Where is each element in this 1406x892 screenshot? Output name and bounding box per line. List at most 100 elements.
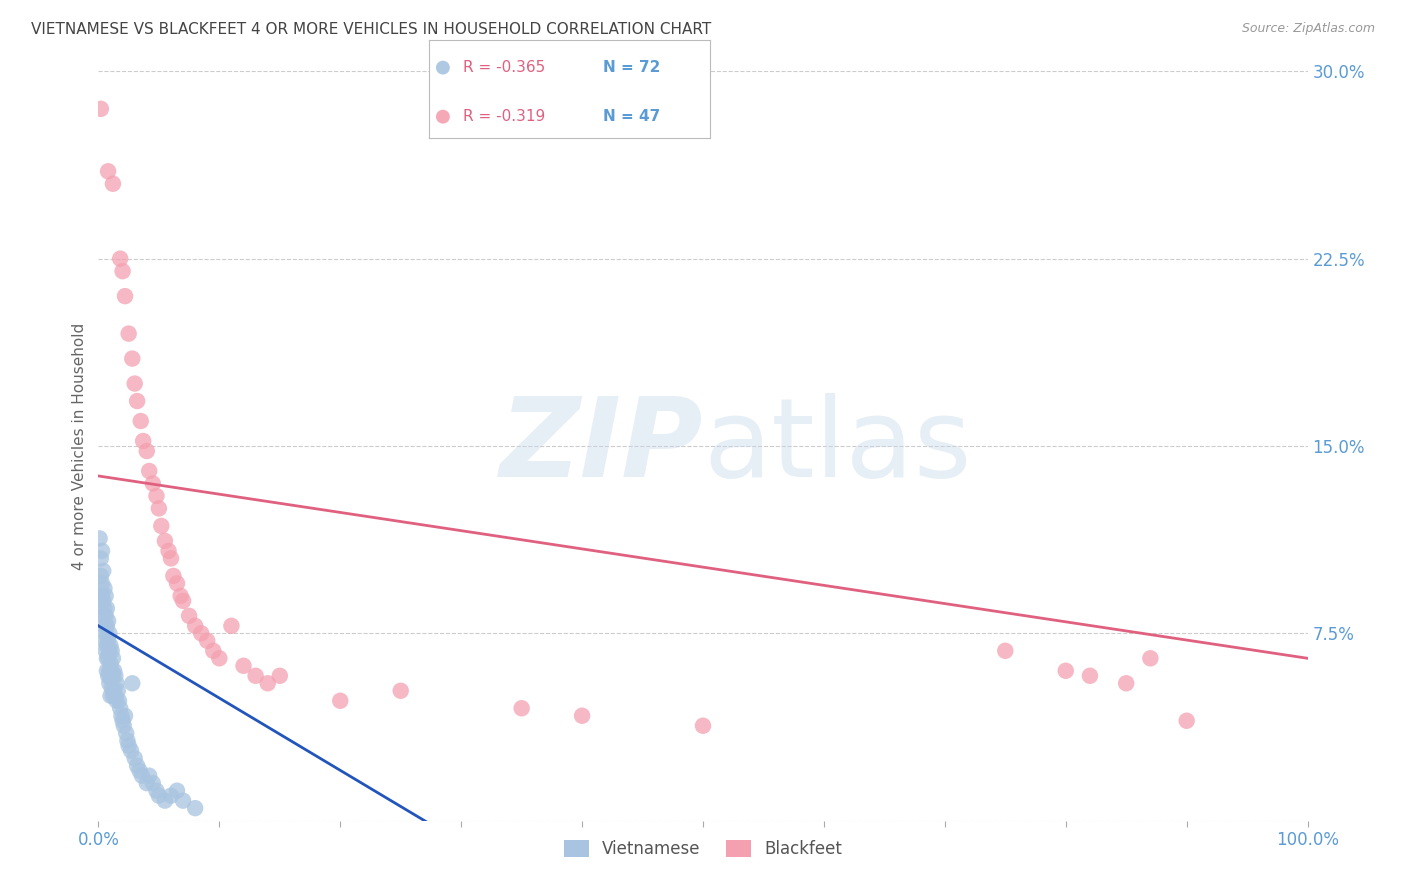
Point xyxy=(510,701,533,715)
Point xyxy=(142,776,165,790)
Point xyxy=(1115,676,1137,690)
Point xyxy=(94,608,117,623)
Point xyxy=(91,608,114,623)
Point xyxy=(94,589,117,603)
Point xyxy=(145,489,167,503)
Point xyxy=(190,626,212,640)
Point xyxy=(160,789,183,803)
Point xyxy=(169,589,191,603)
Text: R = -0.365: R = -0.365 xyxy=(463,60,544,75)
Point xyxy=(93,582,115,596)
Text: N = 72: N = 72 xyxy=(603,60,661,75)
Point xyxy=(107,683,129,698)
Point xyxy=(208,651,231,665)
Point xyxy=(100,671,122,685)
Point xyxy=(115,726,138,740)
Point xyxy=(100,681,122,696)
Point xyxy=(128,764,150,778)
Point xyxy=(100,689,122,703)
Point xyxy=(91,594,114,608)
Point xyxy=(108,694,131,708)
Point xyxy=(166,576,188,591)
Point xyxy=(127,394,149,409)
Point xyxy=(112,719,135,733)
Point xyxy=(94,644,117,658)
Point xyxy=(94,626,117,640)
Point xyxy=(157,544,180,558)
Point xyxy=(994,644,1017,658)
Point xyxy=(256,676,278,690)
Point xyxy=(97,651,120,665)
Point xyxy=(93,633,115,648)
Point xyxy=(221,619,243,633)
Point xyxy=(132,434,155,448)
Point xyxy=(172,594,194,608)
Point xyxy=(97,633,120,648)
Point xyxy=(389,683,412,698)
Point xyxy=(269,669,291,683)
Point xyxy=(153,533,176,548)
Point xyxy=(131,769,153,783)
Point xyxy=(114,289,136,303)
Text: N = 47: N = 47 xyxy=(603,109,661,124)
Point xyxy=(145,783,167,797)
Point xyxy=(93,601,115,615)
Point xyxy=(101,177,124,191)
Point xyxy=(91,564,114,578)
Point xyxy=(150,519,173,533)
Point xyxy=(103,664,125,678)
Point xyxy=(692,719,714,733)
Point xyxy=(138,769,160,783)
Legend: Vietnamese, Blackfeet: Vietnamese, Blackfeet xyxy=(557,833,849,864)
Point xyxy=(148,789,170,803)
Point xyxy=(329,694,352,708)
Point xyxy=(96,639,118,653)
Point xyxy=(105,694,128,708)
Point xyxy=(127,758,149,772)
Point xyxy=(114,708,136,723)
Point xyxy=(96,619,118,633)
Point xyxy=(97,669,120,683)
Y-axis label: 4 or more Vehicles in Household: 4 or more Vehicles in Household xyxy=(72,322,87,570)
Point xyxy=(98,644,121,658)
Point xyxy=(1139,651,1161,665)
Point xyxy=(124,751,146,765)
Point xyxy=(90,569,112,583)
Point xyxy=(98,626,121,640)
Point xyxy=(90,102,112,116)
Point xyxy=(97,614,120,628)
Text: ZIP: ZIP xyxy=(499,392,703,500)
Point xyxy=(1078,669,1101,683)
Point xyxy=(108,701,131,715)
Point xyxy=(96,651,118,665)
Point xyxy=(98,676,121,690)
Point xyxy=(118,326,141,341)
Point xyxy=(1054,664,1077,678)
Point xyxy=(103,683,125,698)
Point xyxy=(97,164,120,178)
Point xyxy=(89,532,111,546)
Point xyxy=(121,351,143,366)
Point xyxy=(129,414,152,428)
Point xyxy=(111,264,134,278)
Point xyxy=(184,619,207,633)
Point xyxy=(101,651,124,665)
Point xyxy=(100,644,122,658)
Point xyxy=(118,739,141,753)
Point xyxy=(104,689,127,703)
Point xyxy=(101,689,124,703)
Text: atlas: atlas xyxy=(703,392,972,500)
Point xyxy=(98,664,121,678)
Point xyxy=(148,501,170,516)
Point xyxy=(142,476,165,491)
Point xyxy=(90,551,112,566)
Point xyxy=(91,544,114,558)
Point xyxy=(172,794,194,808)
Point xyxy=(179,608,201,623)
Point xyxy=(432,61,454,75)
Point xyxy=(117,733,139,747)
Point xyxy=(96,601,118,615)
Point xyxy=(162,569,184,583)
Point xyxy=(93,619,115,633)
Point xyxy=(124,376,146,391)
